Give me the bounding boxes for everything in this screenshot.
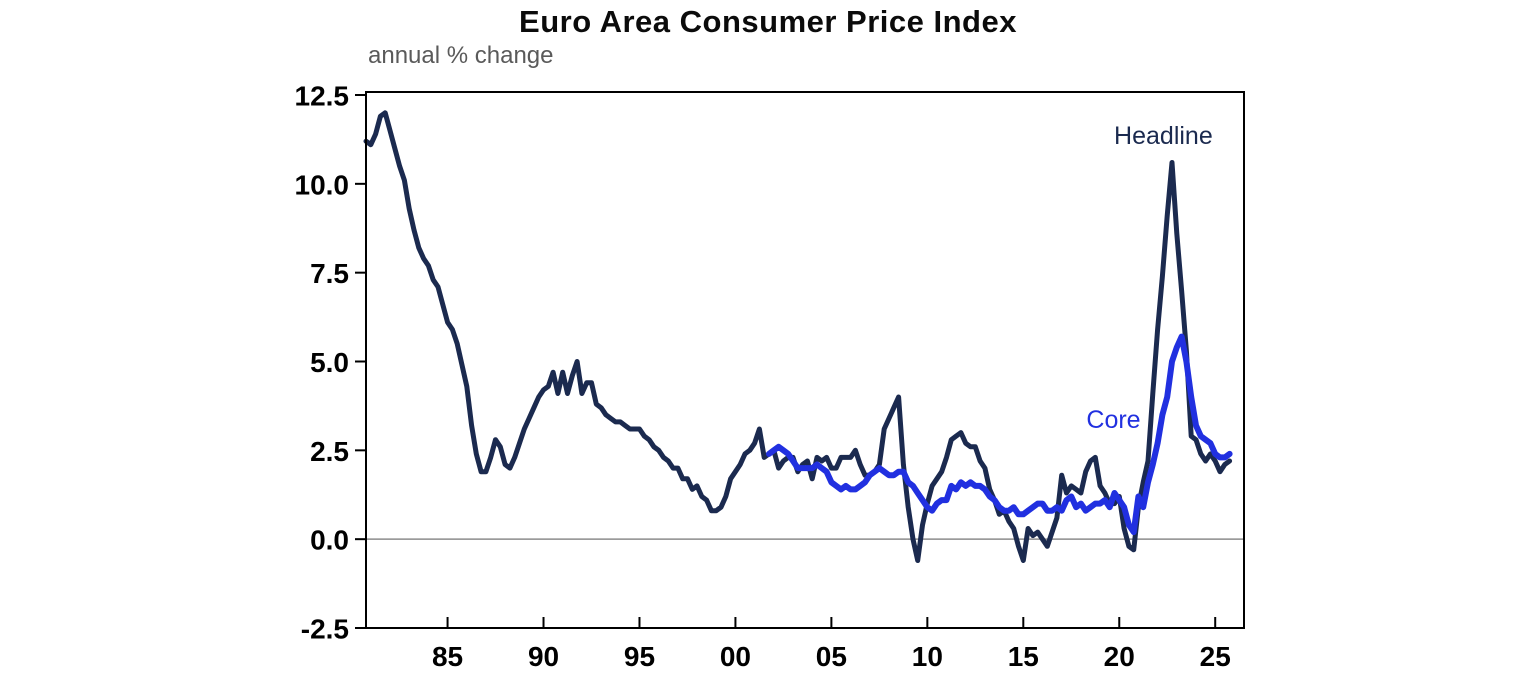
y-axis-label: 0.0 [310,525,349,556]
x-axis-label: 05 [816,641,847,672]
y-axis-label: 2.5 [310,436,349,467]
y-axis-label: 5.0 [310,347,349,378]
chart-subtitle: annual % change [368,42,554,69]
chart-title: Euro Area Consumer Price Index [519,4,1017,39]
y-axis-label: -2.5 [301,614,349,645]
x-axis-label: 20 [1104,641,1135,672]
plot-frame [365,91,1245,629]
x-axis-label: 10 [912,641,943,672]
x-axis-label: 25 [1200,641,1231,672]
y-axis-label: 10.0 [295,169,350,200]
x-axis-label: 95 [624,641,655,672]
core-series-label: Core [1086,406,1140,434]
headline-series-line [363,110,1233,563]
y-axis-label: 12.5 [295,81,350,112]
headline-series-label: Headline [1114,122,1213,150]
x-axis-label: 85 [432,641,463,672]
core-series-line [766,333,1233,536]
y-axis-label: 7.5 [310,258,349,289]
x-axis-label: 00 [720,641,751,672]
x-axis-label: 15 [1008,641,1039,672]
x-axis-label: 90 [528,641,559,672]
